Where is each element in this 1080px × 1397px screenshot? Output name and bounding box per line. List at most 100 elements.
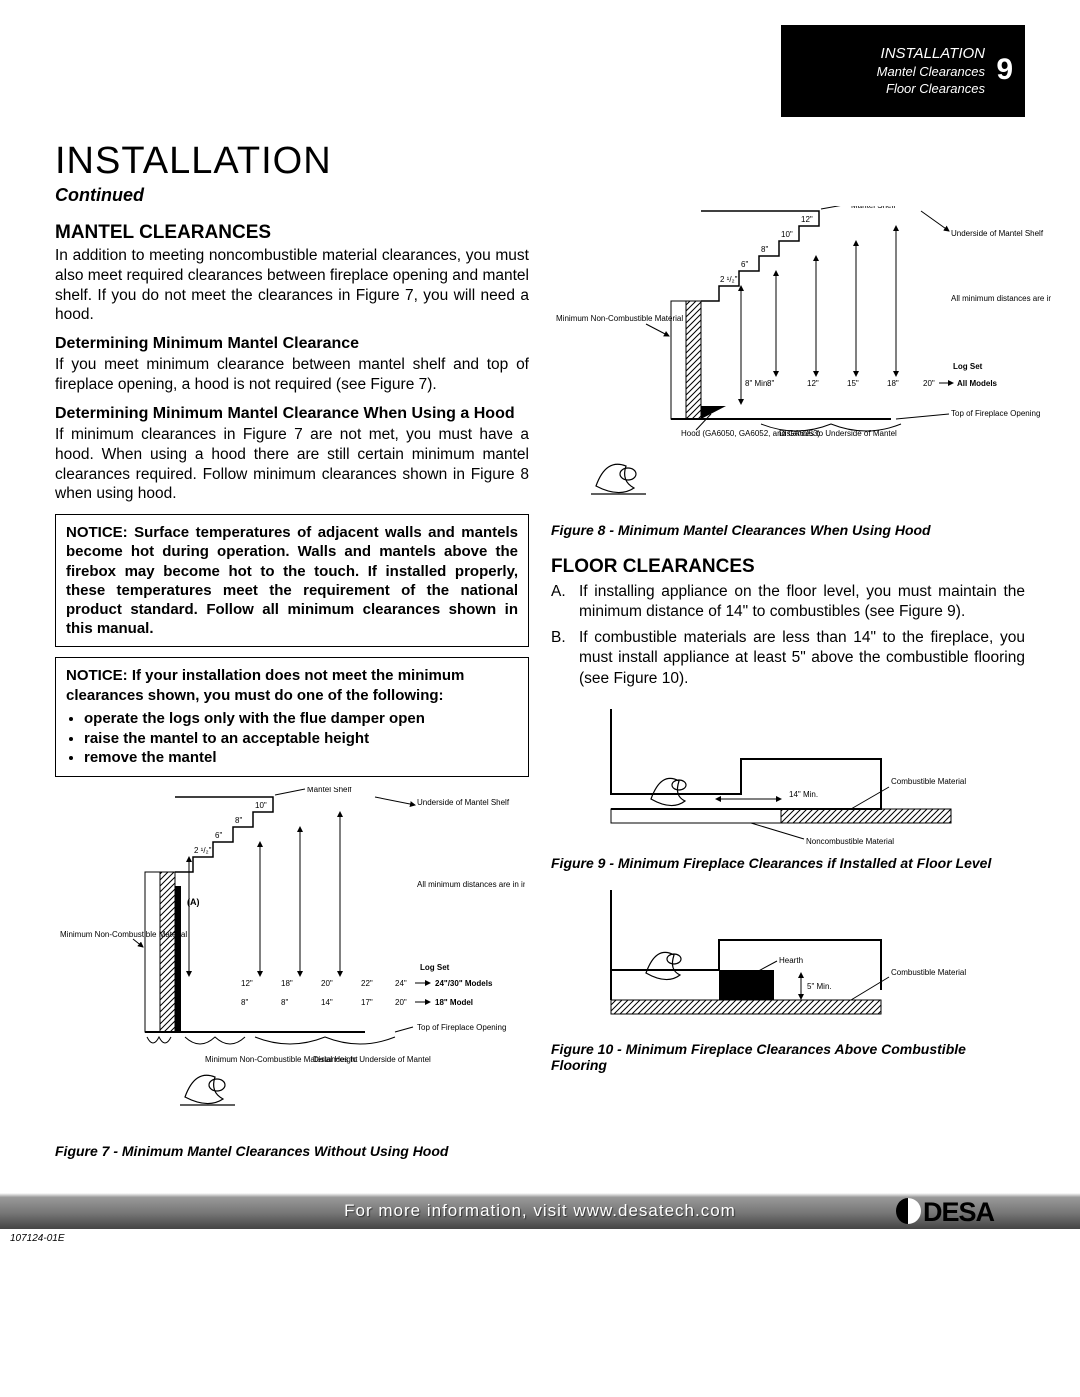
fig10-comb: Combustible Material [891, 968, 966, 977]
svg-text:5" Min.: 5" Min. [807, 982, 832, 991]
fig10-min5: 5" Min. [807, 982, 832, 991]
svg-text:Top of Fireplace Opening: Top of Fireplace Opening [951, 409, 1040, 418]
header-line1: INSTALLATION [781, 44, 985, 64]
p-mantel-intro: In addition to meeting noncombustible ma… [55, 246, 529, 325]
fig9-noncomb: Noncombustible Material [806, 837, 894, 846]
fig8-allmin: All minimum distances are in inches [951, 294, 1051, 303]
p-det-min: If you meet minimum clearance between ma… [55, 355, 529, 395]
figure-10-diagram: 5" Min. Combustible Material Hearth [551, 885, 1025, 1035]
h-floor-clearances: FLOOR CLEARANCES [551, 556, 1025, 578]
notice2-item-0: operate the logs only with the flue damp… [84, 709, 518, 729]
svg-text:Top of Fireplace Opening: Top of Fireplace Opening [417, 1023, 506, 1032]
fig8-step-4: 2 ¹/₂" [720, 275, 738, 284]
svg-text:Minimum Non-Combustible Materi: Minimum Non-Combustible Material [556, 314, 683, 323]
figure-8-diagram: 12" 10" 8" 6" 2 ¹/₂" [551, 206, 1025, 516]
fig7-r2-2: 14" [321, 998, 333, 1007]
doc-code: 107124-01E [0, 1233, 1080, 1244]
notice2-item-1: raise the mantel to an acceptable height [84, 729, 518, 749]
li-b-label: B. [551, 628, 571, 688]
figure-9-diagram: 14" Min. Combustible Material Noncombust… [551, 699, 1025, 849]
notice-box-1: NOTICE: Surface temperatures of adjacent… [55, 514, 529, 647]
fig10-hearth: Hearth [779, 956, 803, 965]
svg-text:Combustible Material: Combustible Material [891, 968, 966, 977]
fig8-r-1: 12" [807, 379, 819, 388]
svg-text:Underside of Mantel Shelf: Underside of Mantel Shelf [417, 798, 510, 807]
fig7-r1-0: 12" [241, 979, 253, 988]
figure-7-diagram: 10" 8" 6" 2 ¹/₂" (A) [55, 787, 529, 1137]
header-line3: Floor Clearances [781, 81, 985, 98]
svg-text:8" Min.: 8" Min. [745, 379, 770, 388]
header-text: INSTALLATION Mantel Clearances Floor Cle… [781, 44, 1025, 97]
fig7-step-2: 6" [215, 831, 222, 840]
fig7-r2-3: 17" [361, 998, 373, 1007]
fig7-r1-2: 20" [321, 979, 333, 988]
header-line2: Mantel Clearances [781, 64, 985, 81]
fig7-r2-model: 18" Model [435, 998, 473, 1007]
svg-text:Minimum Non-Combustible Materi: Minimum Non-Combustible Material [60, 930, 187, 939]
svg-text:All minimum distances are in i: All minimum distances are in inches [417, 880, 525, 889]
fig8-caption: Figure 8 - Minimum Mantel Clearances Whe… [551, 522, 1025, 538]
fig7-underside: Underside of Mantel Shelf [417, 798, 510, 807]
fig7-r2-0: 8" [241, 998, 248, 1007]
fig8-minnoncomb: Minimum Non-Combustible Material [556, 314, 683, 323]
h-det-hood: Determining Minimum Mantel Clearance Whe… [55, 405, 529, 423]
page-number: 9 [996, 53, 1013, 87]
header-box: INSTALLATION Mantel Clearances Floor Cle… [781, 25, 1025, 117]
fig8-topopen: Top of Fireplace Opening [951, 409, 1040, 418]
fig7-r2-1: 8" [281, 998, 288, 1007]
fig7-step-1: 8" [235, 816, 242, 825]
fig7-step-0: 10" [255, 801, 267, 810]
page-title: INSTALLATION [55, 140, 1025, 183]
fig8-step-3: 6" [741, 260, 748, 269]
fig7-minnoncomb: Minimum Non-Combustible Material [60, 930, 187, 939]
svg-text:Combustible Material: Combustible Material [891, 777, 966, 786]
fig7-r1-3: 22" [361, 979, 373, 988]
p-det-hood: If minimum clearances in Figure 7 are no… [55, 425, 529, 504]
fig7-r1-end: 24" [395, 979, 407, 988]
fig8-r-end: 20" [923, 379, 935, 388]
continued-label: Continued [55, 185, 1025, 206]
li-b-text: If combustible materials are less than 1… [579, 628, 1025, 688]
h-det-min: Determining Minimum Mantel Clearance [55, 335, 529, 353]
fig8-step-2: 8" [761, 245, 768, 254]
svg-text:All minimum distances are in i: All minimum distances are in inches [951, 294, 1051, 303]
h-mantel-clearances: MANTEL CLEARANCES [55, 222, 529, 244]
fig8-underside: Underside of Mantel Shelf [951, 229, 1044, 238]
fig7-step-3: 2 ¹/₂" [194, 846, 212, 855]
notice2-item-2: remove the mantel [84, 748, 518, 768]
notice-box-2: NOTICE: If your installation does not me… [55, 657, 529, 777]
li-a-text: If installing appliance on the floor lev… [579, 582, 1025, 622]
fig10-caption: Figure 10 - Minimum Fireplace Clearances… [551, 1041, 1025, 1073]
brand-logo: DESA [895, 1196, 1025, 1226]
fig7-r2-end: 20" [395, 998, 407, 1007]
fig8-logset: Log Set [953, 362, 983, 371]
svg-text:Noncombustible Material: Noncombustible Material [806, 837, 894, 846]
fig9-comb: Combustible Material [891, 777, 966, 786]
svg-text:Distances to Underside of Mant: Distances to Underside of Mantel [313, 1055, 431, 1064]
footer-bar: For more information, visit www.desatech… [0, 1193, 1080, 1229]
fig7-mantel-shelf: Mantel Shelf [307, 787, 352, 794]
fig7-r1-model: 24"/30" Models [435, 979, 493, 988]
svg-text:14" Min.: 14" Min. [789, 790, 818, 799]
fig8-r-3: 18" [887, 379, 899, 388]
fig7-logset: Log Set [420, 963, 450, 972]
svg-text:DESA: DESA [923, 1197, 995, 1226]
fig8-r-2: 15" [847, 379, 859, 388]
svg-text:Underside of Mantel Shelf: Underside of Mantel Shelf [951, 229, 1044, 238]
right-column: 12" 10" 8" 6" 2 ¹/₂" [551, 214, 1025, 1159]
fig7-topopen: Top of Fireplace Opening [417, 1023, 506, 1032]
fig8-mantel-shelf: Mantel Shelf [851, 206, 896, 210]
fig9-min14: 14" Min. [789, 790, 818, 799]
li-a-label: A. [551, 582, 571, 622]
left-column: MANTEL CLEARANCES In addition to meeting… [55, 214, 529, 1159]
fig7-r1-1: 18" [281, 979, 293, 988]
notice2-intro: NOTICE: If your installation does not me… [66, 666, 518, 705]
fig9-caption: Figure 9 - Minimum Fireplace Clearances … [551, 855, 1025, 871]
fig8-allmodels: All Models [957, 379, 998, 388]
fig7-allmin: All minimum distances are in inches [417, 880, 525, 889]
fig8-step-1: 10" [781, 230, 793, 239]
fig7-distunder: Distances to Underside of Mantel [313, 1055, 431, 1064]
fig8-step-0: 12" [801, 215, 813, 224]
fig7-caption: Figure 7 - Minimum Mantel Clearances Wit… [55, 1143, 529, 1159]
fig8-min8: 8" Min. [745, 379, 770, 388]
